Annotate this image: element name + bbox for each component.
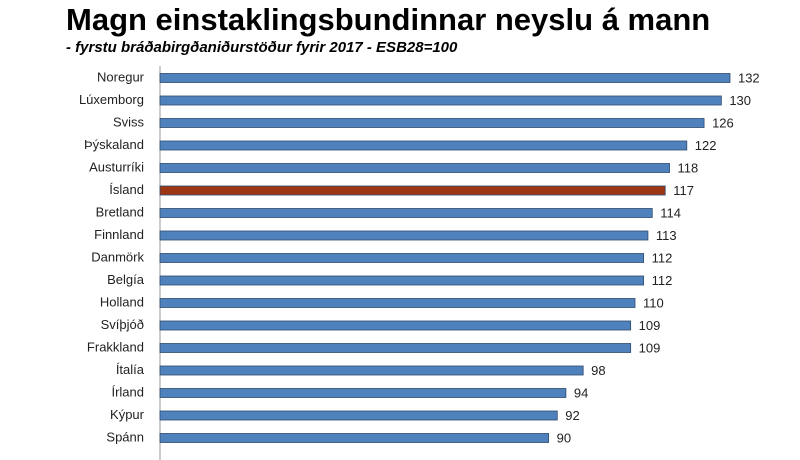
bar [159, 365, 584, 376]
category-label: Finnland [94, 227, 144, 242]
category-label: Belgía [107, 272, 145, 287]
category-label: Frakkland [87, 339, 144, 354]
value-label: 113 [656, 228, 677, 243]
value-label: 112 [652, 250, 673, 265]
bar [159, 140, 688, 151]
category-label: Danmörk [91, 249, 144, 264]
chart-subtitle: - fyrstu bráðabirgðaniðurstöður fyrir 20… [66, 39, 458, 56]
value-label: 109 [639, 318, 661, 333]
category-label: Ísland [109, 182, 144, 197]
bar [159, 73, 731, 83]
bar [159, 388, 567, 398]
value-label: 117 [673, 183, 694, 198]
bar [159, 230, 649, 241]
value-label: 98 [591, 363, 605, 378]
bar [159, 410, 558, 421]
value-label: 90 [557, 430, 571, 445]
value-label: 92 [565, 408, 579, 423]
category-label: Spánn [106, 429, 144, 444]
value-label: 114 [660, 205, 681, 220]
value-label: 122 [695, 138, 717, 153]
bar [159, 208, 653, 218]
chart-title: Magn einstaklingsbundinnar neyslu á mann [66, 2, 710, 37]
value-label: 126 [712, 115, 734, 130]
category-label: Lúxemborg [79, 92, 144, 107]
bar [159, 275, 645, 286]
category-label: Sviss [113, 114, 145, 129]
category-label: Kýpur [110, 407, 145, 422]
bar [159, 163, 670, 173]
value-label: 130 [729, 93, 751, 108]
bar [159, 343, 632, 353]
value-label: 118 [678, 160, 699, 175]
value-label: 132 [738, 70, 760, 85]
bar [159, 253, 645, 263]
category-label: Noregur [97, 69, 145, 84]
category-label: Svíþjóð [101, 317, 144, 332]
category-label: Austurríki [89, 159, 144, 174]
bar [159, 433, 550, 443]
category-label: Þýskaland [84, 137, 144, 152]
bar [159, 95, 722, 106]
category-label: Holland [100, 294, 144, 309]
bar [159, 185, 666, 196]
bar [159, 320, 632, 331]
category-label: Bretland [96, 204, 144, 219]
value-label: 112 [652, 273, 673, 288]
category-label: Ítalía [116, 362, 145, 377]
value-label: 109 [639, 340, 661, 355]
bar [159, 298, 636, 308]
category-label: Írland [111, 384, 144, 399]
value-label: 110 [643, 295, 664, 310]
bar [159, 118, 705, 128]
value-label: 94 [574, 385, 588, 400]
